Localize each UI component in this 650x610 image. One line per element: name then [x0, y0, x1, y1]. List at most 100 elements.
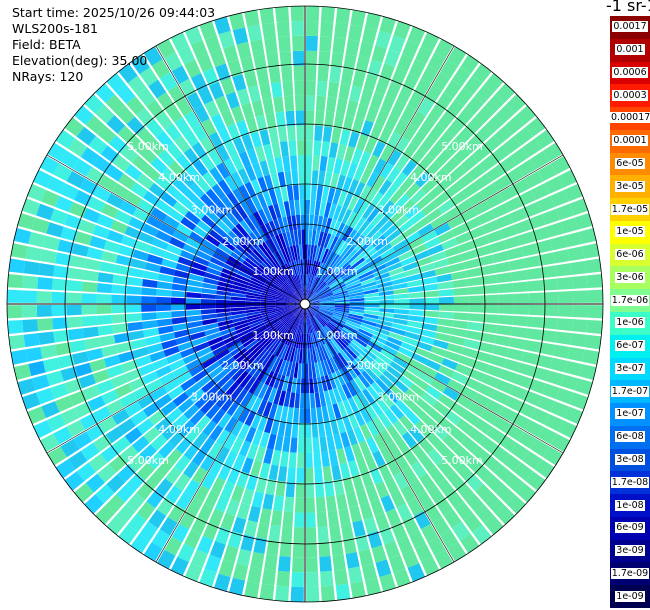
range-ring-label: 2.00km	[346, 235, 388, 248]
range-gate	[297, 452, 305, 468]
range-gate	[220, 77, 236, 96]
range-gate	[127, 75, 147, 95]
range-gate	[301, 229, 305, 245]
range-gate	[380, 392, 395, 408]
range-gate	[179, 420, 195, 437]
range-gate	[337, 190, 348, 207]
range-gate	[244, 9, 260, 27]
range-gate	[418, 263, 435, 273]
range-gate	[250, 131, 262, 148]
range-gate	[421, 178, 438, 194]
range-gate	[259, 462, 271, 479]
range-gate	[155, 365, 172, 378]
range-gate	[489, 354, 507, 368]
range-gate	[335, 222, 346, 238]
range-gate	[160, 192, 178, 208]
range-gate	[328, 219, 337, 235]
range-gate	[252, 248, 265, 262]
range-gate	[260, 297, 276, 301]
range-gate	[282, 329, 292, 344]
range-gate	[208, 149, 223, 167]
range-gate	[248, 505, 261, 523]
range-gate	[569, 392, 589, 410]
range-gate	[475, 105, 494, 125]
range-gate	[380, 162, 394, 179]
range-gate	[81, 281, 98, 293]
range-gate	[557, 277, 573, 290]
range-gate	[306, 6, 320, 22]
range-gate	[110, 219, 128, 234]
range-gate	[333, 433, 343, 450]
range-gate	[337, 241, 349, 256]
range-gate	[407, 26, 426, 45]
range-gate	[235, 273, 251, 283]
range-gate	[247, 341, 261, 354]
range-gate	[130, 54, 150, 75]
range-gate	[522, 138, 542, 158]
range-gate	[316, 185, 324, 201]
range-gate	[289, 230, 296, 246]
range-gate	[395, 244, 411, 257]
range-gate	[571, 319, 588, 333]
range-gate	[189, 409, 205, 426]
range-gate	[509, 337, 526, 350]
range-gate	[263, 448, 274, 465]
range-gate	[164, 536, 183, 556]
range-gate	[339, 330, 354, 342]
range-gate	[319, 301, 335, 304]
range-gate	[31, 217, 50, 234]
range-gate	[319, 307, 335, 312]
range-gate	[452, 279, 468, 288]
range-gate	[84, 494, 105, 514]
range-gate	[319, 307, 334, 314]
range-gate	[81, 315, 98, 327]
range-gate	[267, 338, 279, 353]
range-gate	[224, 140, 238, 158]
range-gate	[328, 203, 337, 219]
range-gate	[311, 260, 317, 276]
range-gate	[296, 214, 301, 230]
range-gate	[527, 316, 544, 328]
range-gate	[277, 291, 292, 299]
range-gate	[353, 260, 368, 272]
range-gate	[348, 566, 363, 584]
range-gate	[227, 341, 243, 353]
range-gate	[417, 98, 435, 117]
range-gate	[363, 292, 380, 298]
range-gate	[111, 284, 128, 294]
range-gate	[249, 231, 261, 246]
range-gate	[297, 363, 302, 379]
range-gate	[283, 345, 292, 361]
range-gate	[37, 318, 53, 331]
range-gate	[372, 140, 386, 158]
range-gate	[252, 364, 265, 379]
range-gate	[241, 134, 254, 151]
range-gate	[490, 145, 510, 164]
range-gate	[171, 316, 188, 325]
range-gate	[305, 452, 313, 468]
range-gate	[81, 293, 97, 304]
range-gate	[197, 503, 214, 522]
range-gate	[319, 36, 332, 52]
range-gate	[319, 306, 335, 311]
range-gate	[532, 366, 550, 382]
range-gate	[329, 236, 339, 251]
range-gate	[17, 378, 36, 395]
range-gate	[150, 157, 168, 174]
range-gate	[277, 290, 292, 298]
range-gate	[525, 117, 546, 137]
range-gate	[306, 318, 310, 334]
range-gate	[200, 399, 215, 415]
range-gate	[186, 285, 202, 293]
range-gate	[415, 420, 431, 437]
range-gate	[167, 385, 185, 400]
range-gate	[266, 279, 280, 289]
range-gate	[184, 110, 200, 129]
range-gate	[25, 347, 43, 362]
range-gate	[342, 348, 355, 362]
range-gate	[204, 554, 222, 573]
range-gate	[261, 290, 277, 297]
range-gate	[315, 262, 324, 277]
range-gate	[361, 563, 378, 581]
range-gate	[236, 120, 250, 137]
